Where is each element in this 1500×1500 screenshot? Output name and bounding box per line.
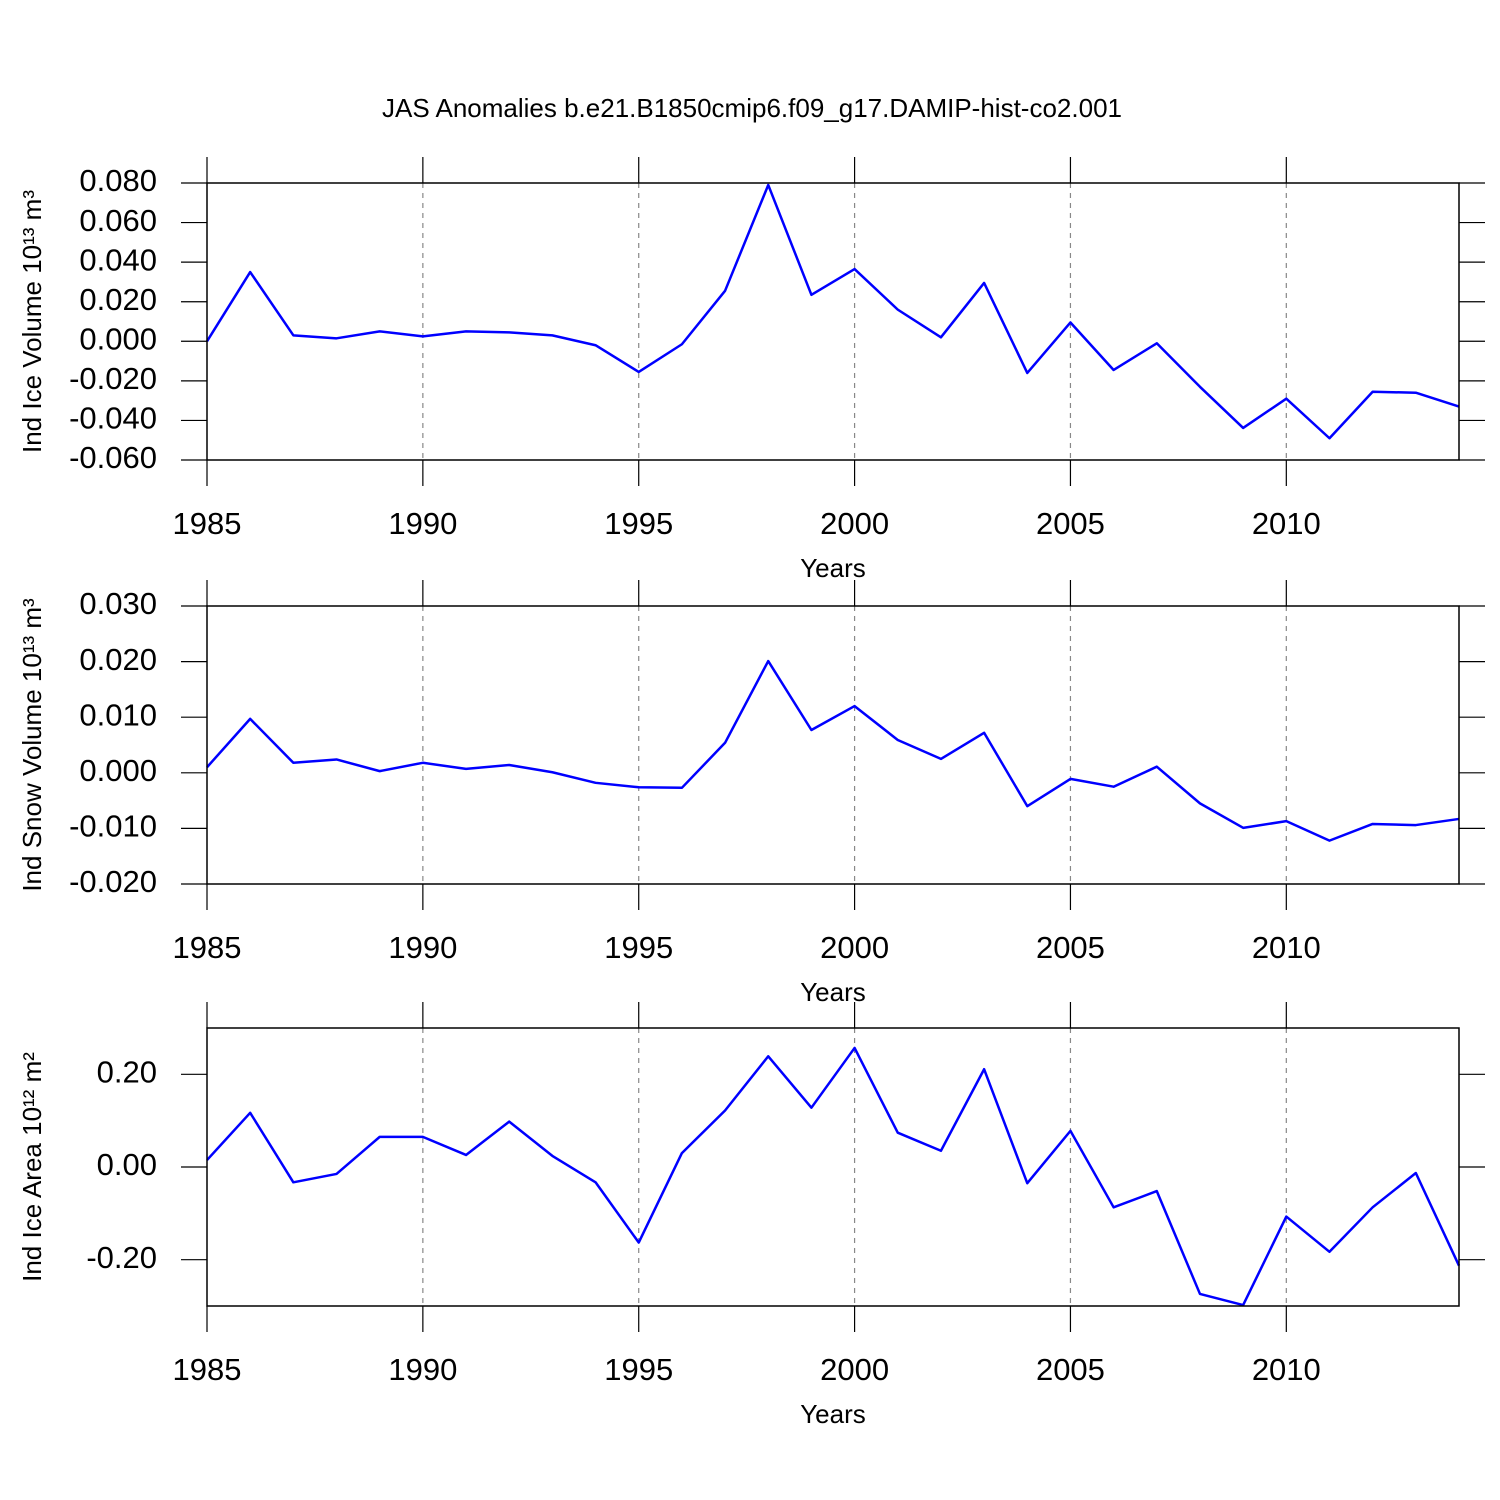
y-axis-label: Ind Snow Volume 10¹³ m³ bbox=[17, 598, 47, 892]
y-tick-label: 0.00 bbox=[97, 1147, 157, 1182]
x-tick-label: 2005 bbox=[1036, 930, 1105, 965]
x-tick-label: 1995 bbox=[604, 1352, 673, 1387]
y-tick-label: -0.20 bbox=[86, 1240, 157, 1275]
y-tick-label: 0.030 bbox=[79, 586, 157, 621]
y-tick-label: 0.020 bbox=[79, 642, 157, 677]
x-axis-label: Years bbox=[800, 553, 866, 583]
x-tick-label: 2010 bbox=[1252, 930, 1321, 965]
x-tick-label: 2010 bbox=[1252, 1352, 1321, 1387]
x-tick-label: 1995 bbox=[604, 506, 673, 541]
x-tick-label: 1985 bbox=[173, 930, 242, 965]
y-tick-label: 0.040 bbox=[79, 242, 157, 277]
y-tick-label: 0.20 bbox=[97, 1055, 157, 1090]
y-tick-label: -0.060 bbox=[69, 440, 157, 475]
y-tick-label: 0.020 bbox=[79, 282, 157, 317]
x-tick-label: 1990 bbox=[388, 930, 457, 965]
x-tick-label: 2005 bbox=[1036, 506, 1105, 541]
plot-frame bbox=[206, 182, 1460, 461]
plot-frame bbox=[206, 605, 1460, 885]
x-tick-label: 1985 bbox=[173, 1352, 242, 1387]
x-axis-label: Years bbox=[800, 977, 866, 1007]
y-tick-label: 0.000 bbox=[79, 321, 157, 356]
y-axis-label: Ind Ice Area 10¹² m² bbox=[17, 1052, 47, 1282]
x-tick-label: 2000 bbox=[820, 1352, 889, 1387]
y-tick-label: 0.060 bbox=[79, 203, 157, 238]
x-tick-label: 2000 bbox=[820, 506, 889, 541]
y-tick-label: 0.080 bbox=[79, 163, 157, 198]
y-tick-label: -0.010 bbox=[69, 809, 157, 844]
data-line bbox=[206, 659, 1460, 842]
plot-frame bbox=[206, 1027, 1460, 1307]
x-tick-label: 2000 bbox=[820, 930, 889, 965]
chart-title: JAS Anomalies b.e21.B1850cmip6.f09_g17.D… bbox=[382, 93, 1122, 123]
data-line bbox=[206, 1046, 1461, 1307]
x-tick-label: 2005 bbox=[1036, 1352, 1105, 1387]
x-tick-label: 1995 bbox=[604, 930, 673, 965]
x-tick-label: 1990 bbox=[388, 506, 457, 541]
y-tick-label: -0.040 bbox=[69, 401, 157, 436]
data-line bbox=[205, 183, 1460, 440]
x-axis-label: Years bbox=[800, 1399, 866, 1429]
y-axis-label: Ind Ice Volume 10¹³ m³ bbox=[17, 190, 47, 453]
x-tick-label: 2010 bbox=[1252, 506, 1321, 541]
x-tick-label: 1985 bbox=[173, 506, 242, 541]
x-tick-label: 1990 bbox=[388, 1352, 457, 1387]
y-tick-label: -0.020 bbox=[69, 864, 157, 899]
y-tick-label: 0.000 bbox=[79, 753, 157, 788]
y-tick-label: 0.010 bbox=[79, 697, 157, 732]
y-tick-label: -0.020 bbox=[69, 361, 157, 396]
